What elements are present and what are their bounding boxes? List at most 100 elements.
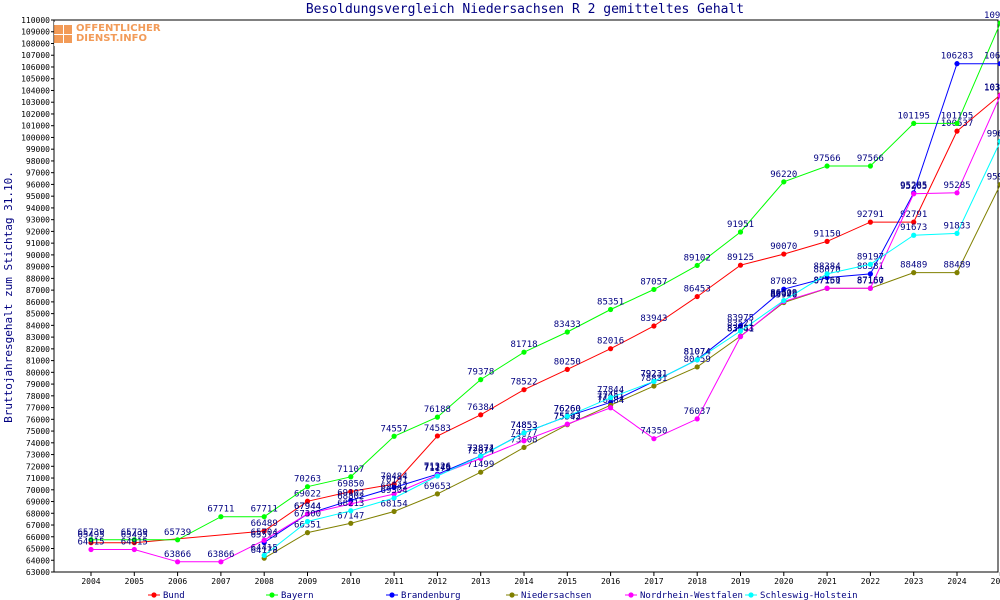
data-label-bayern: 89102: [684, 253, 711, 263]
data-label-schleswig-holstein: 91833: [943, 221, 970, 231]
data-point-schleswig-holstein: [867, 261, 874, 267]
legend-marker-niedersachsen: [509, 592, 515, 598]
data-point-bayern: [521, 349, 527, 355]
data-label-bayern: 67711: [251, 505, 278, 515]
data-label-nordrhein-westfalen: 95285: [943, 181, 970, 191]
data-label-bayern: 79378: [467, 368, 494, 378]
data-point-brandenburg: [781, 286, 787, 292]
data-point-niedersachsen: [694, 364, 700, 370]
data-label-nordrhein-westfalen: 69642: [381, 482, 408, 492]
data-label-nordrhein-westfalen: 63866: [207, 550, 234, 560]
y-tick-label: 86000: [26, 298, 50, 307]
legend-marker-brandenburg: [389, 592, 395, 598]
data-label-bund: 70484: [381, 472, 408, 482]
data-point-schleswig-holstein: [651, 378, 657, 384]
data-point-bund: [651, 323, 657, 329]
data-point-schleswig-holstein: [608, 395, 614, 401]
x-tick-label: 2018: [688, 577, 707, 586]
y-tick-label: 91000: [26, 239, 50, 248]
data-label-niedersachsen: 71499: [467, 460, 494, 470]
data-point-brandenburg: [824, 274, 830, 281]
data-label-bayern: 71107: [337, 465, 364, 475]
data-label-bund: 74583: [424, 424, 451, 434]
data-label-bayern: 74557: [381, 424, 408, 434]
series-schleswig-holstein: 64415 67300 68213 69304 71175 72871 74853 76260…: [251, 129, 1000, 558]
y-axis-label: Bruttojahresgehalt zum Stichtag 31.10.: [2, 171, 15, 423]
data-point-brandenburg: [867, 271, 874, 277]
data-point-schleswig-holstein: [348, 508, 354, 514]
data-point-schleswig-holstein: [564, 413, 570, 419]
data-point-nordrhein-westfalen: [304, 511, 311, 517]
x-tick-label: 2024: [947, 577, 966, 586]
series-line-schleswig-holstein: [263, 141, 1000, 556]
x-tick-label: 2010: [341, 577, 360, 586]
data-point-schleswig-holstein: [997, 138, 1000, 144]
data-point-nordrhein-westfalen: [391, 491, 397, 497]
plot-area: [53, 19, 999, 573]
data-point-niedersachsen: [478, 469, 484, 475]
data-label-brandenburg: 72874: [467, 444, 494, 454]
data-label-schleswig-holstein: 83521: [727, 319, 754, 329]
y-tick-label: 89000: [26, 263, 50, 272]
chart-title: Besoldungsvergleich Niedersachsen R 2 ge…: [306, 2, 744, 17]
legend-label-schleswig-holstein: Schleswig-Holstein: [760, 591, 858, 600]
data-label-bund: 69022: [294, 489, 321, 499]
data-label-bayern: 91951: [727, 220, 754, 230]
y-tick-label: 78000: [26, 392, 50, 401]
y-tick-label: 68000: [26, 509, 50, 518]
data-label-schleswig-holstein: 69304: [381, 486, 408, 496]
data-point-nordrhein-westfalen: [954, 190, 960, 196]
data-label-bayern: 65739: [164, 528, 191, 538]
data-label-niedersachsen: 87157: [857, 276, 884, 286]
data-point-schleswig-holstein: [391, 495, 397, 501]
data-label-brandenburg: 70191: [381, 476, 408, 486]
y-tick-label: 67000: [26, 521, 50, 530]
data-point-brandenburg: [997, 61, 1000, 67]
data-label-niedersachsen: 64178: [251, 546, 278, 556]
data-label-bund: 91150: [814, 229, 841, 239]
x-tick-label: 2005: [125, 577, 144, 586]
y-tick-label: 66000: [26, 533, 50, 542]
data-point-schleswig-holstein: [824, 271, 830, 277]
data-label-brandenburg: 76260: [554, 404, 581, 414]
x-tick-label: 2012: [428, 577, 447, 586]
y-tick-label: 109000: [21, 28, 50, 37]
data-point-schleswig-holstein: [304, 518, 311, 525]
y-tick-label: 85000: [26, 310, 50, 319]
data-label-niedersachsen: 69653: [424, 482, 451, 492]
x-axis-ticks: 2004 2005 2006 2007 2008 2009 2010 2011 2012 2013…: [81, 572, 1000, 586]
data-point-schleswig-holstein: [261, 552, 267, 558]
data-label-niedersachsen: 88489: [900, 261, 927, 271]
legend-marker-schleswig-holstein: [748, 592, 754, 598]
data-label-schleswig-holstein: 77844: [597, 386, 624, 396]
data-point-niedersachsen: [954, 270, 960, 276]
data-label-bayern: 101195: [897, 111, 930, 121]
data-label-bayern: 70263: [294, 475, 321, 485]
data-label-nordrhein-westfalen: 103563: [984, 84, 1000, 94]
y-tick-label: 97000: [26, 169, 50, 178]
data-label-bayern: 96220: [770, 170, 797, 180]
data-label-niedersachsen: 85946: [770, 291, 797, 301]
data-point-bayern: [348, 474, 354, 480]
y-tick-label: 73000: [26, 451, 50, 460]
data-point-bund: [478, 412, 484, 418]
data-point-bund: [261, 528, 267, 534]
data-point-bund: [348, 488, 354, 495]
data-point-schleswig-holstein: [478, 453, 484, 459]
x-tick-label: 2006: [168, 577, 187, 586]
data-label-schleswig-holstein: 81074: [684, 348, 711, 358]
data-label-brandenburg: 87082: [770, 277, 797, 287]
data-label-schleswig-holstein: 76260: [554, 404, 581, 414]
data-point-bayern: [564, 329, 570, 335]
data-label-nordrhein-westfalen: 87160: [857, 276, 884, 286]
x-tick-label: 2023: [904, 577, 923, 586]
data-point-schleswig-holstein: [954, 230, 960, 236]
data-point-brandenburg: [737, 323, 744, 329]
data-point-brandenburg: [391, 484, 397, 491]
data-label-niedersachsen: 67147: [337, 511, 364, 521]
data-label-bund: 65495: [121, 531, 148, 541]
data-label-nordrhein-westfalen: 65704: [251, 528, 278, 538]
legend-label-niedersachsen: Niedersachsen: [521, 591, 591, 600]
data-point-bund: [304, 498, 311, 504]
brand-logo: OFFENTLICHER DIENST.INFO: [54, 22, 162, 46]
